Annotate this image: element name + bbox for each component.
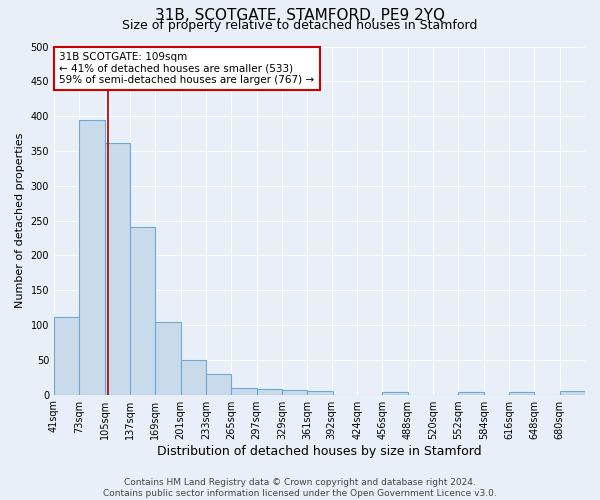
Bar xyxy=(257,389,282,394)
Text: 31B SCOTGATE: 109sqm
← 41% of detached houses are smaller (533)
59% of semi-deta: 31B SCOTGATE: 109sqm ← 41% of detached h… xyxy=(59,52,314,85)
Bar xyxy=(509,392,535,394)
Bar xyxy=(307,391,332,394)
Bar xyxy=(79,120,104,394)
Bar xyxy=(54,318,79,394)
Bar xyxy=(282,390,307,394)
Bar xyxy=(206,374,231,394)
Bar xyxy=(231,388,257,394)
X-axis label: Distribution of detached houses by size in Stamford: Distribution of detached houses by size … xyxy=(157,444,482,458)
Bar xyxy=(130,227,155,394)
Bar xyxy=(181,360,206,394)
Text: Contains HM Land Registry data © Crown copyright and database right 2024.
Contai: Contains HM Land Registry data © Crown c… xyxy=(103,478,497,498)
Bar xyxy=(560,391,585,394)
Text: 31B, SCOTGATE, STAMFORD, PE9 2YQ: 31B, SCOTGATE, STAMFORD, PE9 2YQ xyxy=(155,8,445,22)
Y-axis label: Number of detached properties: Number of detached properties xyxy=(15,133,25,308)
Bar xyxy=(382,392,408,394)
Text: Size of property relative to detached houses in Stamford: Size of property relative to detached ho… xyxy=(122,19,478,32)
Bar xyxy=(458,392,484,394)
Bar xyxy=(155,322,181,394)
Bar xyxy=(104,142,130,394)
